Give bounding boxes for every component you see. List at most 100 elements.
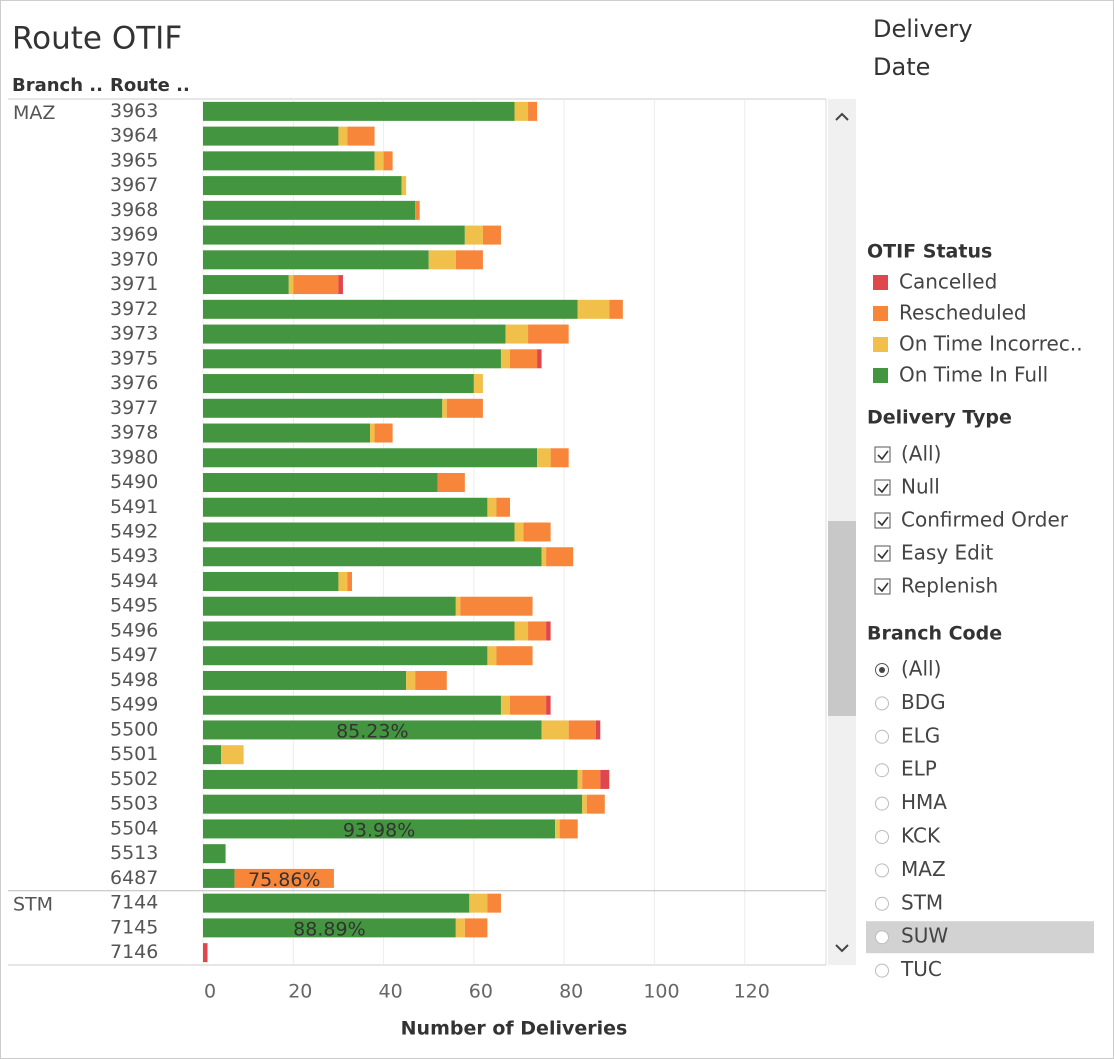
radio-label[interactable]: SUW [901,924,948,948]
bar-segment [537,448,551,468]
radio-label[interactable]: ELP [901,757,937,781]
bar-segment [203,200,416,220]
bar-segment [203,497,488,517]
checkbox[interactable] [874,512,891,529]
bar-segment [203,275,289,295]
legend-label: Rescheduled [899,301,1027,325]
bar-segment [469,893,488,913]
bar-segment [496,497,510,517]
radio-label[interactable]: KCK [901,824,941,848]
bar-segment [505,324,529,344]
bar-segment [203,571,339,591]
radio-label[interactable]: BDG [901,690,946,714]
scroll-down[interactable] [835,944,849,953]
bar-segment [288,275,294,295]
legend-label: On Time In Full [899,363,1048,387]
radio[interactable] [875,830,889,844]
bar-segment [203,621,515,641]
radio-label[interactable]: (All) [901,657,941,681]
legend-swatch [873,337,888,352]
bar-segment [203,473,438,493]
bar-segment [514,522,524,542]
checkmark [877,483,889,494]
radio[interactable] [875,763,889,778]
x-tick-label: 80 [559,981,583,1003]
data-label: 93.98% [343,819,415,841]
radio[interactable] [875,796,889,811]
checkbox-label[interactable]: Confirmed Order [901,508,1069,532]
bar-segment [203,745,222,765]
checkbox[interactable] [874,545,891,562]
radio-label[interactable]: STM [901,890,943,914]
bar-segment [338,126,348,146]
route-label: 3967 [110,174,158,196]
radio[interactable] [875,696,889,711]
radio[interactable] [875,863,889,878]
date-title: Date [873,53,930,81]
bar-segment [203,101,515,121]
radio-label[interactable]: ELG [901,723,940,747]
route-label: 3975 [110,347,158,369]
legend-label: Cancelled [899,270,997,294]
route-label: 3980 [110,446,158,468]
bar-segment [528,621,547,641]
column-header: Route .. [110,75,190,96]
route-label: 5502 [110,768,158,790]
route-label: 5492 [110,521,158,543]
route-label: 5495 [110,595,158,617]
bar-segment [374,423,393,443]
checkbox-label[interactable]: Easy Edit [901,541,993,565]
bar-segment [541,720,569,740]
bar-segment [514,101,529,121]
bar-segment [203,522,515,542]
checkbox[interactable] [874,578,891,595]
bar-segment [455,596,461,616]
checkbox-label[interactable]: Replenish [901,574,998,598]
radio-label[interactable]: HMA [901,790,947,814]
date-title: Delivery [873,15,973,43]
route-label: 5501 [110,743,158,765]
bar-segment [203,126,339,146]
radio[interactable] [875,963,889,978]
bar-segment [555,819,560,839]
radio[interactable] [875,896,889,911]
radio-label[interactable]: MAZ [901,857,946,881]
bar-segment [203,670,407,690]
radio[interactable] [875,729,889,744]
route-label: 3965 [110,149,158,171]
bar-segment [442,398,447,418]
checkbox[interactable] [874,446,891,463]
bar-segment [203,794,583,814]
route-label: 3968 [110,199,158,221]
checkbox-label[interactable]: (All) [901,442,941,466]
route-label: 7146 [110,941,158,963]
radio-label[interactable]: TUC [900,957,942,981]
bar-segment [203,374,474,394]
bar-segment [595,720,601,740]
route-label: 3963 [110,100,158,122]
route-label: 3976 [110,372,158,394]
scroll-up[interactable] [835,112,849,121]
x-tick-label: 0 [204,981,216,1003]
group-label: STM [13,894,53,916]
x-tick-label: 100 [643,981,679,1003]
bar-segment [568,720,596,740]
route-label: 7144 [110,892,158,914]
bar-segment [460,596,533,616]
bar-segment [482,225,501,245]
bar-segment [509,695,547,715]
bar-segment [203,769,578,789]
route-label: 3977 [110,397,158,419]
checkbox[interactable] [874,479,891,496]
radio[interactable] [875,930,889,945]
bar-segment [203,844,226,864]
bar-segment [546,547,574,567]
bar-segment [203,893,470,913]
bar-segment [203,819,556,839]
scroll-thumb[interactable] [828,521,856,716]
checkbox-label[interactable]: Null [901,475,940,499]
bar-segment [203,398,443,418]
route-label: 3969 [110,224,158,246]
bar-segment [487,646,497,666]
